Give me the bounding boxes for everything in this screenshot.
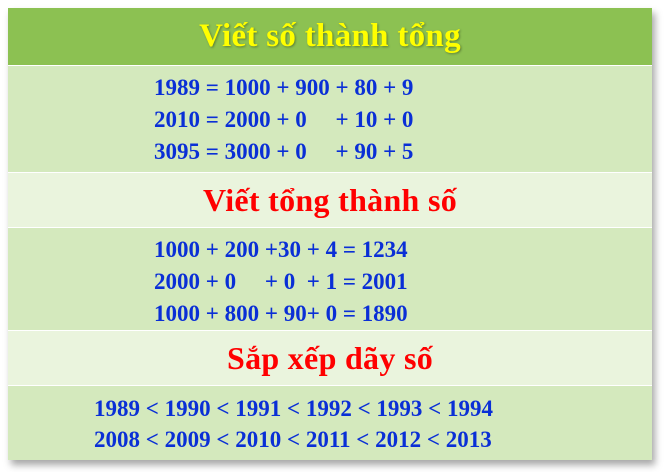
header-title: Viết số thành tổng [199, 18, 461, 54]
section2-body: 1000 + 200 +30 + 4 = 1234 2000 + 0 + 0 +… [8, 228, 652, 331]
section2-title: Viết tổng thành số [202, 181, 458, 218]
content-table: Viết số thành tổng 1989 = 1000 + 900 + 8… [8, 8, 652, 460]
section1-line-1: 1989 = 1000 + 900 + 80 + 9 [154, 75, 414, 100]
section2-line-3: 1000 + 800 + 90+ 0 = 1890 [154, 301, 408, 326]
section2-title-band: Viết tổng thành số [8, 173, 652, 228]
section2-line-2: 2000 + 0 + 0 + 1 = 2001 [154, 269, 408, 294]
section3-line-2: 2008 < 2009 < 2010 < 2011 < 2012 < 2013 [94, 427, 492, 452]
section2-line-1: 1000 + 200 +30 + 4 = 1234 [154, 237, 408, 262]
section3-line-1: 1989 < 1990 < 1991 < 1992 < 1993 < 1994 [94, 396, 494, 421]
section1-body: 1989 = 1000 + 900 + 80 + 9 2010 = 2000 +… [8, 66, 652, 173]
header-band: Viết số thành tổng [8, 8, 652, 66]
section3-title: Sắp xếp dãy số [226, 339, 434, 376]
section1-line-2: 2010 = 2000 + 0 + 10 + 0 [154, 107, 414, 132]
section1-line-3: 3095 = 3000 + 0 + 90 + 5 [154, 139, 414, 164]
section3-title-band: Sắp xếp dãy số [8, 331, 652, 386]
section3-body: 1989 < 1990 < 1991 < 1992 < 1993 < 1994 … [8, 386, 652, 460]
